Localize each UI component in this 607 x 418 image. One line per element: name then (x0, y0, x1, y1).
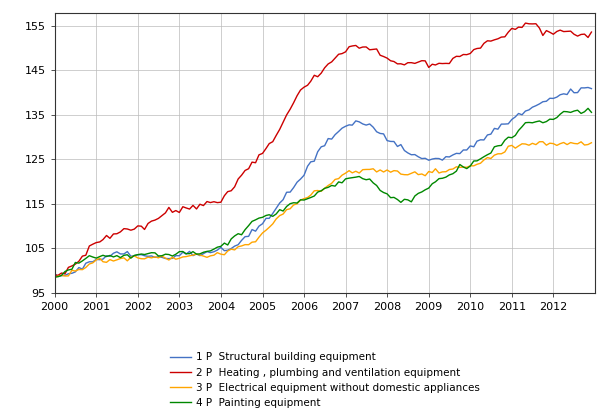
Line: 1 P  Structural building equipment: 1 P Structural building equipment (55, 87, 591, 276)
Line: 3 P  Electrical equipment without domestic appliances: 3 P Electrical equipment without domesti… (55, 142, 591, 277)
Line: 4 P  Painting equipment: 4 P Painting equipment (55, 108, 591, 277)
Legend: 1 P  Structural building equipment, 2 P  Heating , plumbing and ventilation equi: 1 P Structural building equipment, 2 P H… (166, 348, 484, 412)
Line: 2 P  Heating , plumbing and ventilation equipment: 2 P Heating , plumbing and ventilation e… (55, 23, 591, 275)
